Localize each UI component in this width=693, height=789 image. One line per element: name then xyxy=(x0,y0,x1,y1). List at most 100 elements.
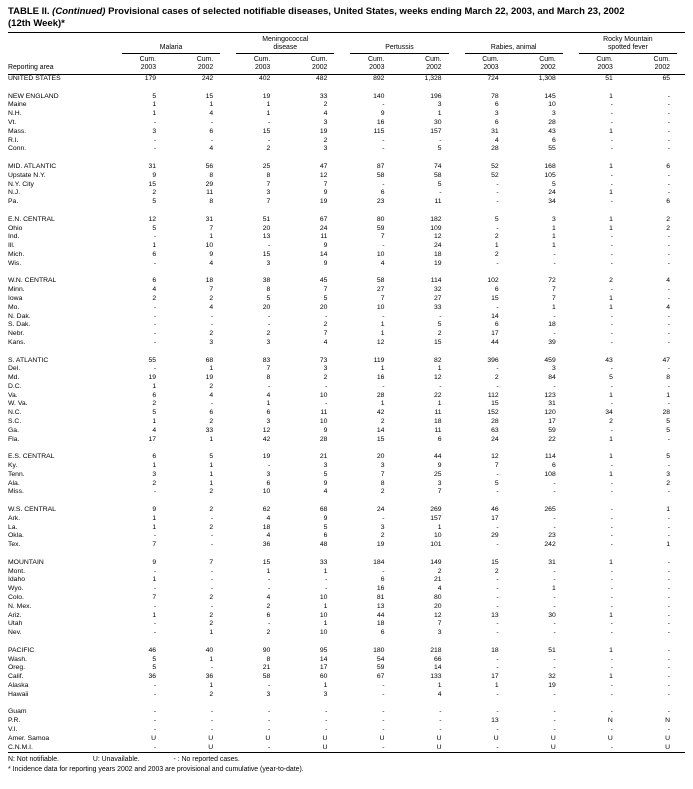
value-cell: - xyxy=(667,462,670,470)
reporting-area-cell: Hawaii xyxy=(8,690,29,698)
value-cell: - xyxy=(553,602,556,610)
value-cell: 82 xyxy=(434,356,442,364)
value-cell: - xyxy=(153,259,157,267)
value-cell: - xyxy=(268,312,271,320)
reporting-area-cell: MID. ATLANTIC xyxy=(8,162,57,170)
value-cell: - xyxy=(610,145,613,153)
value-cell: 105 xyxy=(544,171,556,179)
value-cell: 3 xyxy=(266,189,271,197)
value-cell: - xyxy=(439,708,442,716)
value-cell: 10 xyxy=(262,488,271,496)
value-cell: - xyxy=(610,602,613,610)
value-cell: 68 xyxy=(319,506,328,514)
value-cell: 3 xyxy=(266,690,271,698)
table-row: Maine 1 1 1 2 - 3 6 10 - - xyxy=(8,101,685,110)
value-cell: 65 xyxy=(662,75,670,82)
value-cell: 39 xyxy=(548,338,556,346)
reporting-area-cell: Tex. xyxy=(8,541,21,549)
value-cell: - xyxy=(610,462,613,470)
value-cell: 7 xyxy=(323,286,328,294)
value-cell: - xyxy=(553,330,556,338)
value-cell: 5 xyxy=(323,294,328,302)
value-cell: 10 xyxy=(319,611,328,619)
value-cell: 2 xyxy=(494,374,499,382)
value-cell: 16 xyxy=(376,585,385,593)
reporting-area-cell: Wash. xyxy=(8,655,28,663)
table-row: Calif. 36 36 58 60 67 133 17 32 1 - xyxy=(8,673,685,682)
table-row: Guam - - - - - - - - - - xyxy=(8,708,685,717)
value-cell: - xyxy=(610,250,613,258)
value-cell: 5 xyxy=(437,321,442,329)
value-cell: - xyxy=(153,233,157,241)
value-cell: 5 xyxy=(152,664,157,672)
table-row: E.S. CENTRAL 6 5 19 21 20 44 12 114 1 5 xyxy=(8,453,685,462)
value-cell: 11 xyxy=(320,233,328,241)
value-cell: 7 xyxy=(380,470,385,478)
value-cell: 1 xyxy=(551,303,556,311)
value-cell: - xyxy=(496,488,499,496)
value-cell: 1 xyxy=(152,611,157,619)
group-header-meningococcal-disease: Meningococcal disease xyxy=(228,32,343,54)
value-cell: - xyxy=(610,743,613,751)
value-cell: - xyxy=(667,602,670,610)
value-cell: - xyxy=(667,523,670,531)
value-cell: 10 xyxy=(376,250,385,258)
value-cell: 2 xyxy=(494,233,499,241)
value-cell: - xyxy=(553,717,556,725)
reporting-area-cell: Nebr. xyxy=(8,330,25,338)
value-cell: - xyxy=(210,532,214,540)
value-cell: 3 xyxy=(437,629,442,637)
value-cell: U xyxy=(665,743,670,751)
reporting-area-cell: PACIFIC xyxy=(8,646,35,654)
value-cell: - xyxy=(210,585,214,593)
value-cell: 2 xyxy=(323,374,328,382)
value-cell: U xyxy=(322,734,328,742)
value-cell: 44 xyxy=(376,611,385,619)
value-cell: 2 xyxy=(380,488,385,496)
value-cell: 3 xyxy=(666,470,670,478)
legend-no-reported-cases: - : No reported cases. xyxy=(173,756,240,764)
value-cell: - xyxy=(210,567,214,575)
table-row: Ala. 2 1 6 9 8 3 5 - - 2 xyxy=(8,480,685,489)
value-cell: 1 xyxy=(609,611,613,619)
value-cell: 10 xyxy=(319,629,328,637)
value-cell: - xyxy=(153,725,157,733)
value-cell: 1 xyxy=(323,567,328,575)
value-cell: 459 xyxy=(544,356,556,364)
value-cell: U xyxy=(322,743,328,751)
table-row: Iowa 2 2 5 5 7 27 15 7 1 - xyxy=(8,295,685,304)
value-cell: 1 xyxy=(609,673,613,681)
value-cell: - xyxy=(153,303,157,311)
value-cell: - xyxy=(153,145,157,153)
value-cell: - xyxy=(667,629,670,637)
value-cell: 9 xyxy=(209,250,214,258)
value-cell: 10 xyxy=(434,532,442,540)
value-cell: 74 xyxy=(434,162,442,170)
value-cell: 63 xyxy=(491,426,499,434)
value-cell: 25 xyxy=(262,162,271,170)
table-row: Wash. 5 1 8 14 54 66 - - - - xyxy=(8,656,685,665)
value-cell: - xyxy=(667,646,670,654)
value-cell: 47 xyxy=(662,356,670,364)
value-cell: - xyxy=(610,101,613,109)
value-cell: 10 xyxy=(548,101,556,109)
value-cell: 28 xyxy=(548,118,556,126)
value-cell: - xyxy=(496,180,499,188)
value-cell: 9 xyxy=(323,479,328,487)
value-cell: 2 xyxy=(209,690,214,698)
value-cell: - xyxy=(667,594,670,602)
value-cell: - xyxy=(496,629,499,637)
reporting-area-header: Reporting area xyxy=(8,32,114,75)
value-cell: 21 xyxy=(262,664,271,672)
table-row: Ark. 1 - 4 9 - 157 17 - - - xyxy=(8,515,685,524)
value-cell: - xyxy=(667,725,670,733)
value-cell: 4 xyxy=(209,303,214,311)
value-cell: 15 xyxy=(491,558,499,566)
value-cell: 1 xyxy=(209,462,214,470)
value-cell: - xyxy=(610,312,613,320)
table-number: TABLE II. xyxy=(8,6,50,17)
value-cell: - xyxy=(667,338,670,346)
value-cell: 2 xyxy=(437,330,442,338)
value-cell: 24 xyxy=(376,506,385,514)
subheader-row: Cum. 2003 Cum. 2002 Cum. 2003 Cum. 2002 Cum. 2003… xyxy=(8,54,685,75)
